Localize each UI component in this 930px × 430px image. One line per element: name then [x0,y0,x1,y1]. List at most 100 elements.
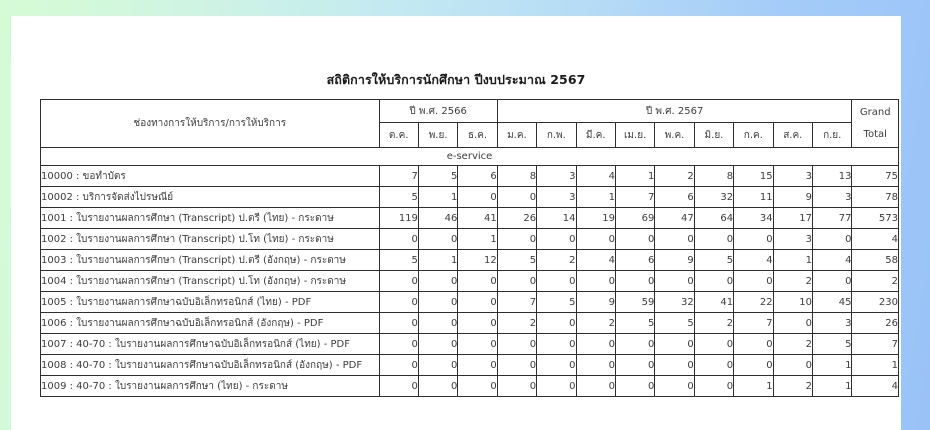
monthly-count-cell: 0 [417,228,459,250]
monthly-count-cell: 1 [811,375,853,397]
row-grand-total-cell: 573 [851,207,899,229]
monthly-count-cell: 1 [417,249,459,271]
monthly-count-cell: 47 [654,207,695,229]
monthly-count-cell: 0 [496,228,538,250]
monthly-count-cell: 9 [654,249,695,271]
monthly-count-cell: 5 [693,249,735,271]
monthly-count-cell: 0 [536,228,577,250]
monthly-count-cell: 10 [772,291,813,313]
monthly-count-cell: 0 [378,228,419,250]
monthly-count-cell: 0 [654,270,695,292]
monthly-count-cell: 7 [733,312,774,334]
table-row: 1006 : ใบรายงานผลการศึกษาฉบับอิเล็กทรอนิ… [40,312,899,334]
column-header-month-sep-2567: ก.ย. [811,122,853,148]
row-grand-total-cell: 2 [851,270,899,292]
monthly-count-cell: 1 [733,375,774,397]
row-grand-total-cell: 1 [851,354,899,376]
monthly-count-cell: 0 [536,333,577,355]
table-row: 10002 : บริการจัดส่งไปรษณีย์ 5 1 0 0 3 1 7 6 32 11… [40,186,899,208]
monthly-count-cell: 0 [614,333,656,355]
monthly-count-cell: 1 [772,249,813,271]
row-grand-total-cell: 58 [851,249,899,271]
monthly-count-cell: 0 [496,354,538,376]
statistics-table-container: ช่องทางการให้บริการ/การให้บริการ ปี พ.ศ.… [11,99,901,397]
monthly-count-cell: 0 [496,375,538,397]
monthly-count-cell: 1 [614,165,656,187]
monthly-count-cell: 5 [654,312,695,334]
monthly-count-cell: 0 [575,354,616,376]
monthly-count-cell: 0 [575,333,616,355]
monthly-count-cell: 0 [693,354,735,376]
monthly-count-cell: 0 [733,228,774,250]
monthly-count-cell: 0 [417,375,459,397]
monthly-count-cell: 5 [811,333,853,355]
monthly-count-cell: 0 [536,312,577,334]
monthly-count-cell: 12 [457,249,498,271]
monthly-count-cell: 2 [536,249,577,271]
monthly-count-cell: 0 [575,228,616,250]
monthly-count-cell: 2 [772,333,813,355]
table-header-row-years: ช่องทางการให้บริการ/การให้บริการ ปี พ.ศ.… [40,99,899,148]
monthly-count-cell: 7 [378,165,419,187]
column-group-header-year-2566: ปี พ.ศ. 2566 [378,99,498,123]
column-header-month-oct-2566: ต.ค. [378,122,419,148]
table-row: 1001 : ใบรายงานผลการศึกษา (Transcript) ป… [40,207,899,229]
column-header-service-channel: ช่องทางการให้บริการ/การให้บริการ [40,99,380,148]
monthly-count-cell: 6 [457,165,498,187]
monthly-count-cell: 32 [693,186,735,208]
monthly-count-cell: 9 [772,186,813,208]
monthly-count-cell: 0 [654,375,695,397]
monthly-count-cell: 19 [575,207,616,229]
monthly-count-cell: 3 [811,312,853,334]
monthly-count-cell: 1 [457,228,498,250]
monthly-count-cell: 64 [693,207,735,229]
monthly-count-cell: 41 [693,291,735,313]
table-header-row-months: ต.ค. พ.ย. ธ.ค. ม.ค. ก.พ. มี.ค. เม.ย. พ.ค… [41,122,899,148]
monthly-count-cell: 0 [378,333,419,355]
monthly-count-cell: 0 [496,186,538,208]
monthly-count-cell: 0 [733,270,774,292]
monthly-count-cell: 5 [378,249,419,271]
monthly-count-cell: 1 [811,354,853,376]
monthly-count-cell: 0 [457,375,498,397]
monthly-count-cell: 32 [654,291,695,313]
monthly-count-cell: 119 [378,207,419,229]
monthly-count-cell: 15 [733,165,774,187]
row-grand-total-cell: 4 [851,375,899,397]
service-name-cell: 1009 : 40-70 : ใบรายงานผลการศึกษา (ไทย) … [40,375,380,397]
monthly-count-cell: 0 [457,354,498,376]
column-header-month-feb-2567: ก.พ. [536,122,577,148]
monthly-count-cell: 0 [457,270,498,292]
monthly-count-cell: 2 [772,375,813,397]
monthly-count-cell: 2 [575,312,616,334]
monthly-count-cell: 0 [693,228,735,250]
monthly-count-cell: 34 [733,207,774,229]
monthly-count-cell: 0 [417,333,459,355]
monthly-count-cell: 0 [614,228,656,250]
row-grand-total-cell: 75 [851,165,899,187]
row-grand-total-cell: 26 [851,312,899,334]
monthly-count-cell: 11 [733,186,774,208]
column-header-month-mar-2567: มี.ค. [575,122,616,148]
monthly-count-cell: 0 [536,354,577,376]
monthly-count-cell: 0 [457,186,498,208]
monthly-count-cell: 0 [417,312,459,334]
monthly-count-cell: 0 [811,228,853,250]
monthly-count-cell: 0 [575,270,616,292]
column-header-month-apr-2567: เม.ย. [614,122,656,148]
monthly-count-cell: 0 [417,291,459,313]
monthly-count-cell: 13 [811,165,853,187]
service-statistics-table: ช่องทางการให้บริการ/การให้บริการ ปี พ.ศ.… [40,99,899,397]
monthly-count-cell: 0 [457,291,498,313]
table-row: 1008 : 40-70 : ใบรายงานผลการศึกษาฉบับอิเ… [40,354,899,376]
monthly-count-cell: 0 [536,270,577,292]
monthly-count-cell: 0 [536,375,577,397]
column-header-month-jul-2567: ก.ค. [733,122,774,148]
monthly-count-cell: 5 [614,312,656,334]
table-row: 1005 : ใบรายงานผลการศึกษาฉบับอิเล็กทรอนิ… [40,291,899,313]
column-header-month-jan-2567: ม.ค. [496,122,538,148]
column-header-grand-total: Grand Total [851,99,899,148]
monthly-count-cell: 0 [811,270,853,292]
row-grand-total-cell: 78 [851,186,899,208]
monthly-count-cell: 5 [378,186,419,208]
